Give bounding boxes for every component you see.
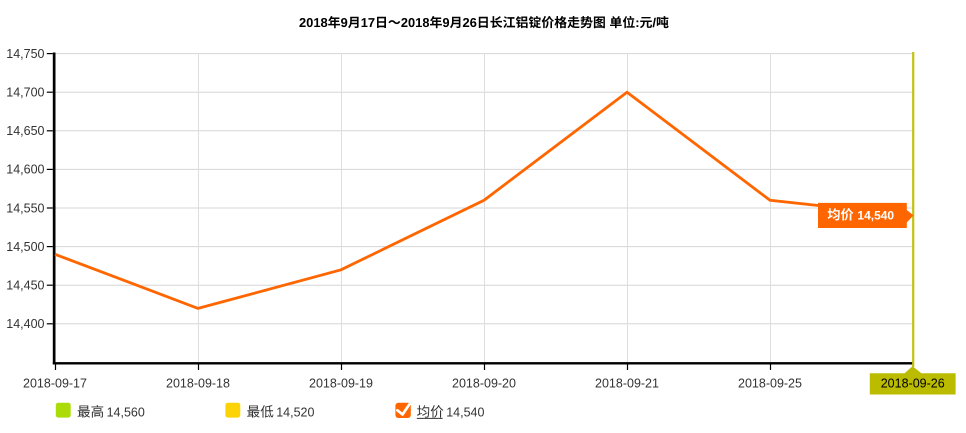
svg-text:14,520: 14,520 (276, 406, 314, 420)
svg-text:14,400: 14,400 (6, 317, 44, 331)
svg-text:2018-09-26: 2018-09-26 (881, 377, 945, 391)
svg-text:14,600: 14,600 (6, 163, 44, 177)
svg-text:14,540: 14,540 (857, 208, 894, 222)
svg-text:14,650: 14,650 (6, 124, 44, 138)
svg-text:14,560: 14,560 (107, 406, 145, 420)
svg-text:2018-09-19: 2018-09-19 (309, 376, 373, 390)
svg-text:14,450: 14,450 (6, 279, 44, 293)
svg-text:14,500: 14,500 (6, 240, 44, 254)
svg-text:14,550: 14,550 (6, 201, 44, 215)
svg-text:2018-09-25: 2018-09-25 (738, 376, 802, 390)
svg-text:2018-09-17: 2018-09-17 (23, 376, 87, 390)
svg-text:2018-09-20: 2018-09-20 (452, 376, 516, 390)
svg-text:2018-09-18: 2018-09-18 (166, 376, 230, 390)
svg-text:2018-09-21: 2018-09-21 (595, 376, 659, 390)
svg-text:14,750: 14,750 (6, 47, 44, 61)
svg-text:14,540: 14,540 (446, 406, 484, 420)
svg-text:14,700: 14,700 (6, 86, 44, 100)
